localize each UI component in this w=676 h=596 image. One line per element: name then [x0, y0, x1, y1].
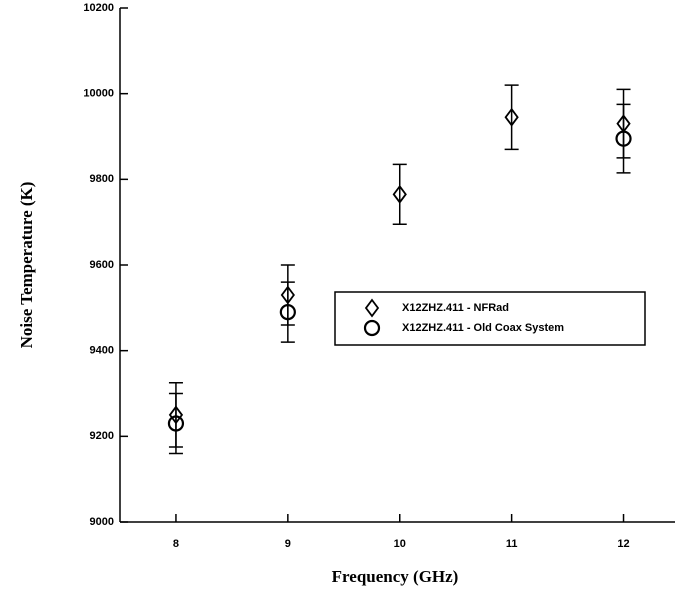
point — [279, 304, 296, 321]
error-bar — [616, 103, 631, 174]
point — [504, 107, 519, 127]
error-bar — [504, 84, 519, 151]
x-tick-label: 11 — [506, 538, 518, 550]
error-bar — [168, 392, 183, 455]
point — [167, 415, 185, 432]
error-bar — [280, 281, 295, 343]
y-axis-label: Noise Temperature (K) — [17, 182, 36, 349]
y-tick-label: 9200 — [90, 430, 114, 442]
x-tick-label: 8 — [173, 538, 179, 550]
legend-label: X12ZHZ.411 - NFRad — [402, 302, 509, 314]
error-bar — [392, 163, 407, 226]
point — [615, 130, 632, 147]
x-tick-label: 9 — [285, 538, 291, 550]
x-tick-label: 12 — [617, 538, 629, 550]
x-axis-label: Frequency (GHz) — [332, 567, 459, 586]
legend-label: X12ZHZ.411 - Old Coax System — [402, 322, 564, 334]
point — [392, 184, 407, 204]
x-tick-label: 10 — [394, 538, 406, 550]
y-tick-label: 9000 — [90, 516, 114, 528]
legend-marker — [364, 298, 380, 318]
y-tick-label: 9400 — [90, 345, 114, 357]
y-tick-label: 10000 — [83, 88, 114, 100]
legend-box — [334, 291, 646, 346]
legend-marker — [363, 319, 381, 337]
y-tick-label: 9600 — [90, 259, 114, 271]
y-tick-label: 10200 — [83, 2, 114, 14]
y-tick-label: 9800 — [90, 173, 114, 185]
